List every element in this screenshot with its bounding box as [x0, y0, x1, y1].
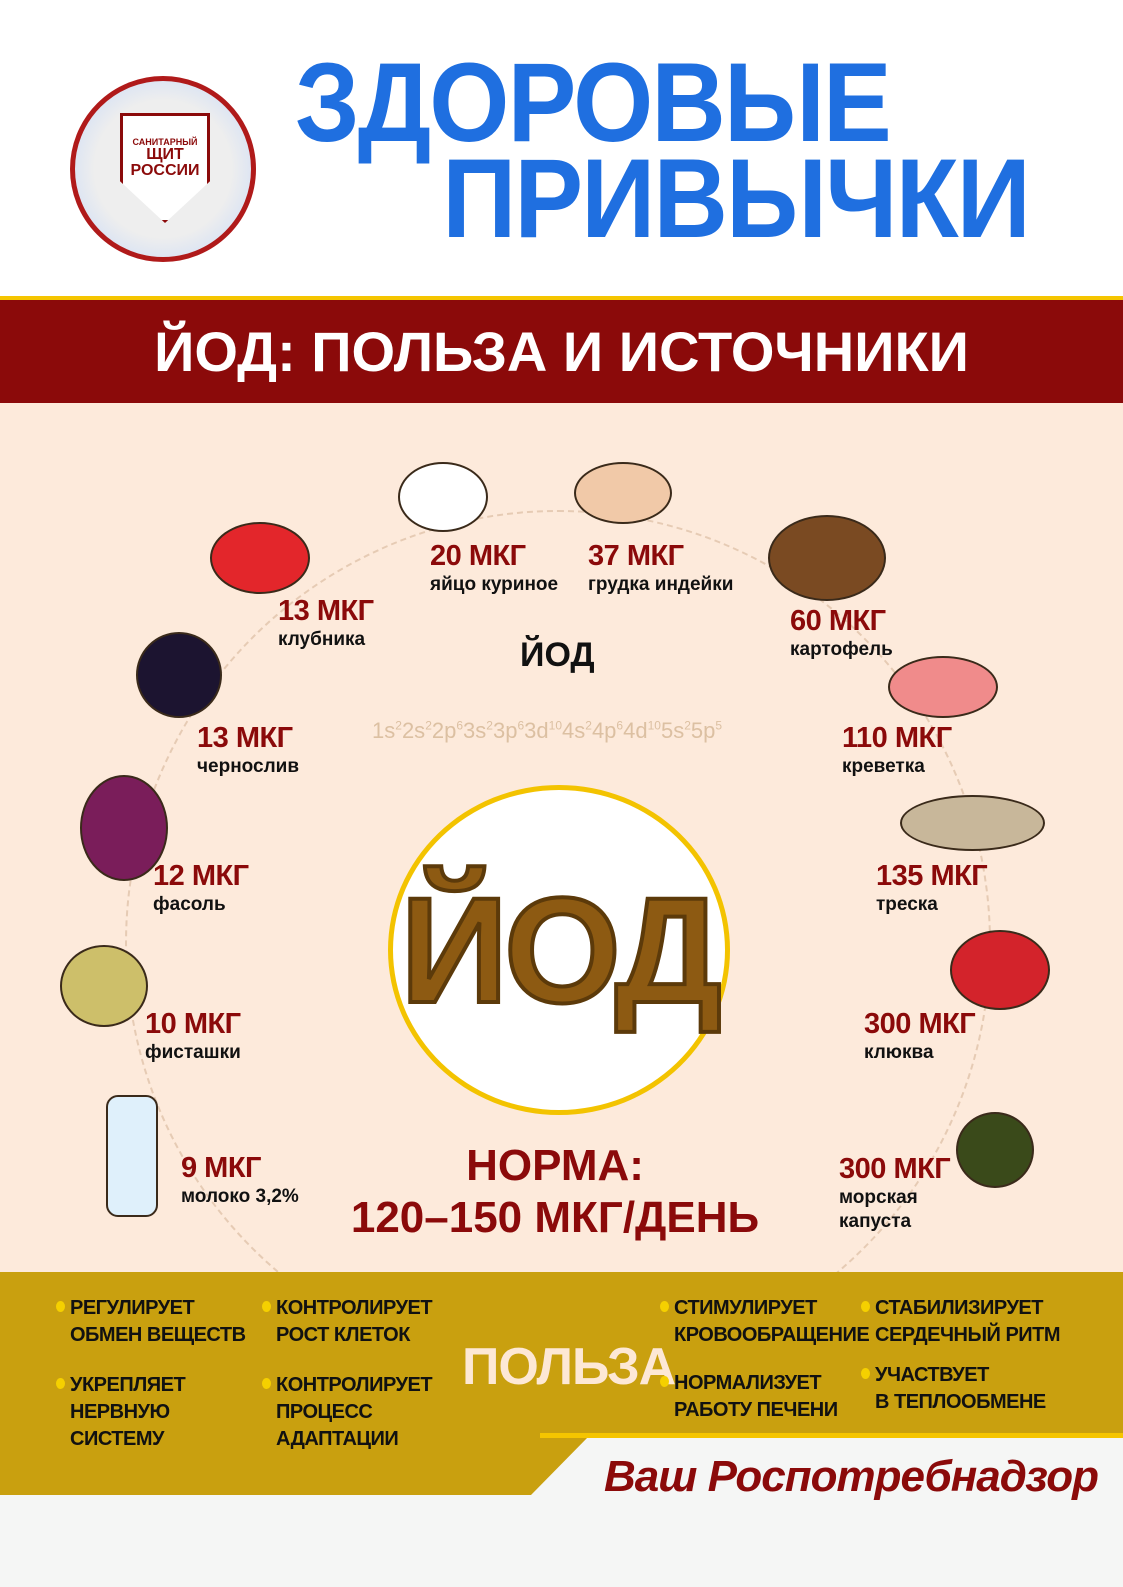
logo-text: ЩИТ [146, 146, 184, 163]
orbital-electrons: 6 [456, 718, 464, 733]
orbital: 2p [431, 718, 457, 743]
food-item: 9 МКГ молоко 3,2% [181, 1152, 299, 1209]
signature: Ваш Роспотребнадзор [604, 1452, 1099, 1501]
food-item: 300 МКГ морская капуста [839, 1153, 951, 1234]
benefit-item: УКРЕПЛЯЕТ НЕРВНУЮ СИСТЕМУ [55, 1372, 186, 1453]
food-name: яйцо куриное [430, 574, 559, 595]
iodine-amount: 300 МКГ [839, 1153, 951, 1185]
sanitary-shield-logo: САНИТАРНЫЙ ЩИТ РОССИИ [70, 76, 256, 262]
iodine-amount: 20 МКГ [430, 540, 526, 572]
daily-norm: НОРМА: 120–150 МКГ/ДЕНЬ [300, 1140, 810, 1244]
title-line: ЗДОРОВЫЕ [295, 40, 892, 165]
orbital: 4s [562, 718, 586, 743]
benefit-item: СТИМУЛИРУЕТ КРОВООБРАЩЕНИЕ [659, 1295, 870, 1349]
logo-text: САНИТАРНЫЙ [132, 137, 198, 147]
logo-text: РОССИИ [130, 162, 200, 179]
page-title: ЗДОРОВЫЕ ПРИВЫЧКИ [295, 40, 1031, 261]
orbital: 2s [401, 718, 426, 743]
food-name: молоко 3,2% [181, 1186, 299, 1207]
norm-value: 120–150 МКГ/ДЕНЬ [350, 1193, 760, 1242]
food-name: фасоль [153, 894, 226, 915]
title-line: ПРИВЫЧКИ [442, 136, 1031, 261]
benefit-item: НОРМАЛИЗУЕТ РАБОТУ ПЕЧЕНИ [660, 1370, 838, 1424]
iodine-amount: 37 МКГ [588, 540, 684, 572]
orbital-electrons: 10 [548, 718, 562, 733]
cranberry-icon [950, 930, 1050, 1010]
egg-icon [398, 462, 488, 532]
orbital: 4d [623, 718, 648, 743]
cod-icon [900, 795, 1045, 851]
potato-icon [768, 515, 886, 601]
shield-icon: САНИТАРНЫЙ ЩИТ РОССИИ [120, 113, 210, 223]
benefits-title: ПОЛЬЗА [462, 1338, 676, 1396]
food-item: 110 МКГ креветка [842, 722, 952, 779]
iodine-circle: ЙОД [388, 785, 730, 1115]
seaweed-icon [956, 1112, 1034, 1188]
benefit-item: РЕГУЛИРУЕТ ОБМЕН ВЕЩЕСТВ [56, 1295, 246, 1349]
food-item: 10 МКГ фисташки [145, 1008, 241, 1065]
orbital-electrons: 6 [517, 718, 525, 733]
food-name: клюква [864, 1042, 934, 1063]
strawberry-icon [210, 522, 310, 594]
food-name: фисташки [145, 1042, 241, 1063]
orbital: 1s [372, 718, 396, 743]
food-item: 12 МКГ фасоль [153, 860, 249, 917]
orbital: 5p [690, 718, 716, 743]
food-name: треска [876, 894, 938, 915]
food-name: креветка [842, 756, 925, 777]
food-item: 135 МКГ треска [876, 860, 988, 917]
subtitle-banner: ЙОД: ПОЛЬЗА И ИСТОЧНИКИ [0, 300, 1123, 403]
orbital-electrons: 5 [715, 718, 723, 733]
milk-bottle-icon [106, 1095, 158, 1217]
orbital-electrons: 2 [425, 718, 432, 733]
iodine-amount: 110 МКГ [842, 722, 952, 754]
orbital-electrons: 6 [616, 718, 624, 733]
food-item: 13 МКГ клубника [278, 595, 374, 652]
food-item: 60 МКГ картофель [790, 605, 893, 662]
beans-icon [80, 775, 168, 881]
shrimp-icon [888, 656, 998, 718]
orbital-electrons: 2 [395, 718, 402, 733]
iodine-amount: 12 МКГ [153, 860, 249, 892]
iodine-amount: 9 МКГ [181, 1152, 261, 1184]
pistachio-icon [60, 945, 148, 1027]
food-item: 13 МКГ чернослив [197, 722, 299, 779]
orbital-electrons: 2 [684, 718, 691, 733]
benefit-item: КОНТРОЛИРУЕТ ПРОЦЕСС АДАПТАЦИИ [261, 1372, 433, 1453]
orbital-electrons: 10 [647, 718, 661, 733]
iodine-amount: 300 МКГ [864, 1008, 976, 1040]
food-item: 300 МКГ клюква [864, 1008, 976, 1065]
prunes-icon [136, 632, 222, 718]
orbital: 3p [492, 718, 518, 743]
orbital-electrons: 2 [585, 718, 592, 733]
food-item: 20 МКГ яйцо куриное [430, 540, 558, 597]
iodine-amount: 10 МКГ [145, 1008, 241, 1040]
orbital-electrons: 2 [486, 718, 493, 733]
element-label: ЙОД [520, 636, 595, 674]
benefit-item: СТАБИЛИЗИРУЕТ СЕРДЕЧНЫЙ РИТМ [860, 1295, 1061, 1349]
iodine-amount: 60 МКГ [790, 605, 886, 637]
food-name: грудка индейки [588, 574, 734, 595]
food-name: клубника [278, 629, 366, 650]
benefit-item: УЧАСТВУЕТ В ТЕПЛООБМЕНЕ [861, 1362, 1046, 1416]
orbital: 4p [591, 718, 617, 743]
turkey-breast-icon [574, 462, 672, 524]
food-item: 37 МКГ грудка индейки [588, 540, 733, 597]
electron-configuration: 1s22s22p63s23p63d104s24p64d105s25p5 [372, 718, 722, 744]
orbital: 3d [524, 718, 549, 743]
big-iodine-text: ЙОД [398, 864, 723, 1036]
benefit-item: КОНТРОЛИРУЕТ РОСТ КЛЕТОК [261, 1295, 433, 1349]
norm-label: НОРМА: [466, 1141, 644, 1190]
food-name: морская капуста [839, 1187, 918, 1232]
divider [540, 1433, 1123, 1438]
orbital: 5s [660, 718, 685, 743]
iodine-amount: 13 МКГ [278, 595, 374, 627]
iodine-amount: 135 МКГ [876, 860, 988, 892]
orbital: 3s [463, 718, 487, 743]
iodine-amount: 13 МКГ [197, 722, 293, 754]
benefits-wedge [0, 1435, 590, 1495]
food-name: чернослив [197, 756, 300, 777]
divider [0, 296, 1123, 300]
food-name: картофель [790, 639, 893, 660]
